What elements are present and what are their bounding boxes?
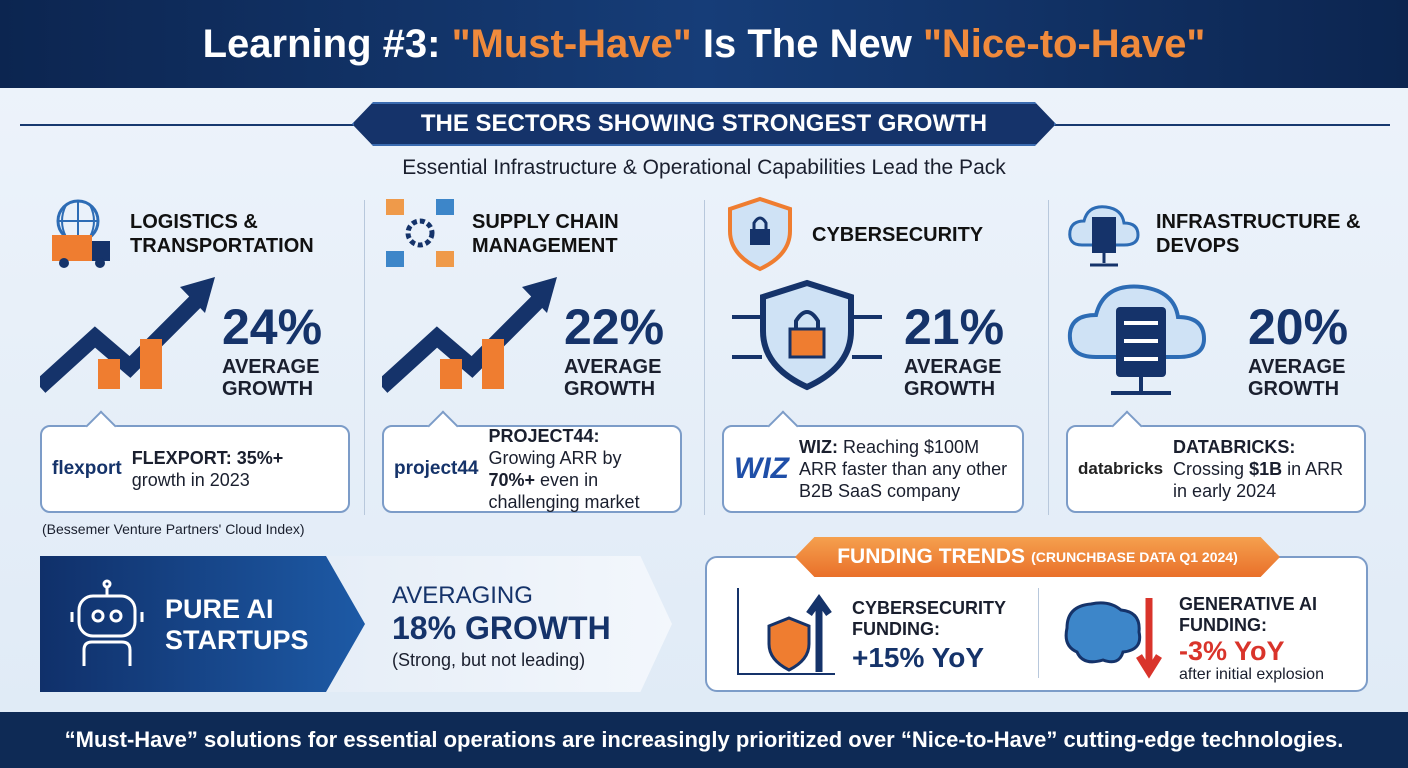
title-part: Learning #3: (202, 21, 452, 66)
growth-icon (1066, 277, 1246, 407)
growth-icon (34, 277, 220, 407)
company-logo: project44 (394, 458, 479, 479)
growth-label: AVERAGE GROWTH (564, 356, 662, 400)
column-divider (1048, 200, 1049, 515)
sector-name: INFRASTRUCTURE & DEVOPS (1156, 211, 1361, 257)
example-text: DATABRICKS: Crossing $1B in ARR in early… (1173, 436, 1354, 502)
robot-icon (70, 579, 144, 666)
divider (1038, 588, 1039, 678)
icon (732, 279, 882, 391)
icon (34, 277, 215, 393)
sector: SUPPLY CHAIN MANAGEMENT 22% AVERAGE GROWTH… (372, 195, 692, 515)
sector-icon (720, 195, 800, 280)
funding-source: (CRUNCHBASE DATA Q1 2024) (1031, 549, 1238, 565)
example-segment: 70%+ (488, 470, 536, 490)
example-segment: PROJECT44: (488, 426, 600, 446)
company-logo: databricks (1078, 459, 1164, 478)
example-segment: $1B (1249, 459, 1283, 479)
funding-heading: FUNDING TRENDS (837, 545, 1026, 568)
icon (386, 199, 454, 267)
sector-name: CYBERSECURITY (812, 224, 984, 246)
panel-arrow (40, 556, 365, 692)
company-logo: WIZ (734, 452, 789, 485)
shield-up-icon (737, 588, 835, 675)
example-segment: Crossing (1173, 459, 1250, 479)
ai-growth: 18% GROWTH (392, 610, 611, 646)
sector: LOGISTICS & TRANSPORTATION 24% AVERAGE GRO… (30, 195, 360, 515)
title-part: "Nice-to-Have" (922, 21, 1206, 66)
rule (20, 124, 360, 126)
ai-lead: AVERAGING (392, 582, 533, 609)
sector-icon (380, 195, 460, 280)
title-part: "Must-Have" (451, 21, 692, 66)
growth-value: 22% (564, 299, 665, 355)
header: Learning #3: "Must-Have" Is The New "Nic… (0, 0, 1408, 88)
column-divider (704, 200, 705, 515)
funding-label: CYBERSECURITY FUNDING: (852, 598, 1006, 639)
ai-note: (Strong, but not leading) (392, 650, 586, 670)
brain-down-icon (1064, 598, 1162, 679)
rule (1050, 124, 1390, 126)
funding-label: GENERATIVE AI FUNDING: (1179, 594, 1318, 635)
sector: CYBERSECURITY 21% AVERAGE GROWTH WIZ WIZ: Re… (712, 195, 1034, 515)
footer: “Must-Have” solutions for essential oper… (0, 712, 1408, 768)
growth-value: 20% (1248, 299, 1349, 355)
title-part: Is The New (691, 21, 923, 66)
growth-icon (376, 277, 562, 407)
ai-label: PURE AI STARTUPS (165, 594, 309, 655)
sector-icon (1064, 195, 1144, 280)
ai-panel: PURE AI STARTUPS AVERAGING 18% GROWTH (S… (40, 556, 672, 692)
sector: INFRASTRUCTURE & DEVOPS 20% AVERAGE GROWTH… (1056, 195, 1376, 515)
column-divider (364, 200, 365, 515)
funding-value: +15% YoY (852, 642, 985, 673)
example-segment: in ARR in early 2024 (1173, 459, 1344, 501)
example-segment: DATABRICKS: (1173, 437, 1296, 457)
example-card: project44 PROJECT44: Growing ARR by 70%+ … (382, 425, 682, 513)
subtitle: Essential Infrastructure & Operational C… (402, 156, 1006, 179)
growth-value: 24% (222, 299, 323, 355)
icon (1067, 284, 1207, 395)
icon (52, 199, 110, 268)
sector-icon (38, 195, 118, 280)
sector-name: SUPPLY CHAIN MANAGEMENT (472, 211, 619, 257)
example-segment: Growing ARR by (488, 448, 622, 468)
funding-panel: CYBERSECURITY FUNDING: +15% YoY GENERATI… (705, 556, 1368, 692)
sector-name: LOGISTICS & TRANSPORTATION (130, 211, 314, 257)
banner: THE SECTORS SHOWING STRONGEST GROWTH (352, 102, 1056, 146)
example-text: FLEXPORT: 35%+ growth in 2023 (132, 447, 338, 491)
icon (376, 277, 557, 393)
example-card: databricks DATABRICKS: Crossing $1B in AR… (1066, 425, 1366, 513)
example-text: PROJECT44: Growing ARR by 70%+ even in c… (488, 425, 670, 513)
example-card: flexport FLEXPORT: 35%+ growth in 2023 (40, 425, 350, 513)
growth-value: 21% (904, 299, 1005, 355)
growth-label: AVERAGE GROWTH (904, 356, 1002, 400)
example-segment: even in challenging market (488, 470, 640, 512)
example-segment: growth in 2023 (131, 470, 250, 490)
growth-label: AVERAGE GROWTH (1248, 356, 1346, 400)
growth-icon (722, 277, 902, 407)
icon (1068, 205, 1140, 267)
example-segment: Reaching $100M ARR faster than any other… (798, 437, 1008, 501)
example-segment: FLEXPORT: 35%+ (131, 448, 284, 468)
funding-value: -3% YoY (1179, 636, 1285, 666)
title: Learning #3: "Must-Have" Is The New "Nic… (203, 22, 1206, 67)
example-segment: WIZ: (798, 437, 838, 457)
example-text: WIZ: Reaching $100M ARR faster than any … (799, 436, 1012, 502)
source-note: (Bessemer Venture Partners' Cloud Index) (42, 521, 305, 537)
icon (728, 196, 792, 272)
funding-title: FUNDING TRENDS (CRUNCHBASE DATA Q1 2024) (795, 537, 1280, 577)
growth-label: AVERAGE GROWTH (222, 356, 320, 400)
funding-note: after initial explosion (1179, 666, 1324, 683)
company-logo: flexport (52, 458, 122, 479)
example-card: WIZ WIZ: Reaching $100M ARR faster than a… (722, 425, 1024, 513)
